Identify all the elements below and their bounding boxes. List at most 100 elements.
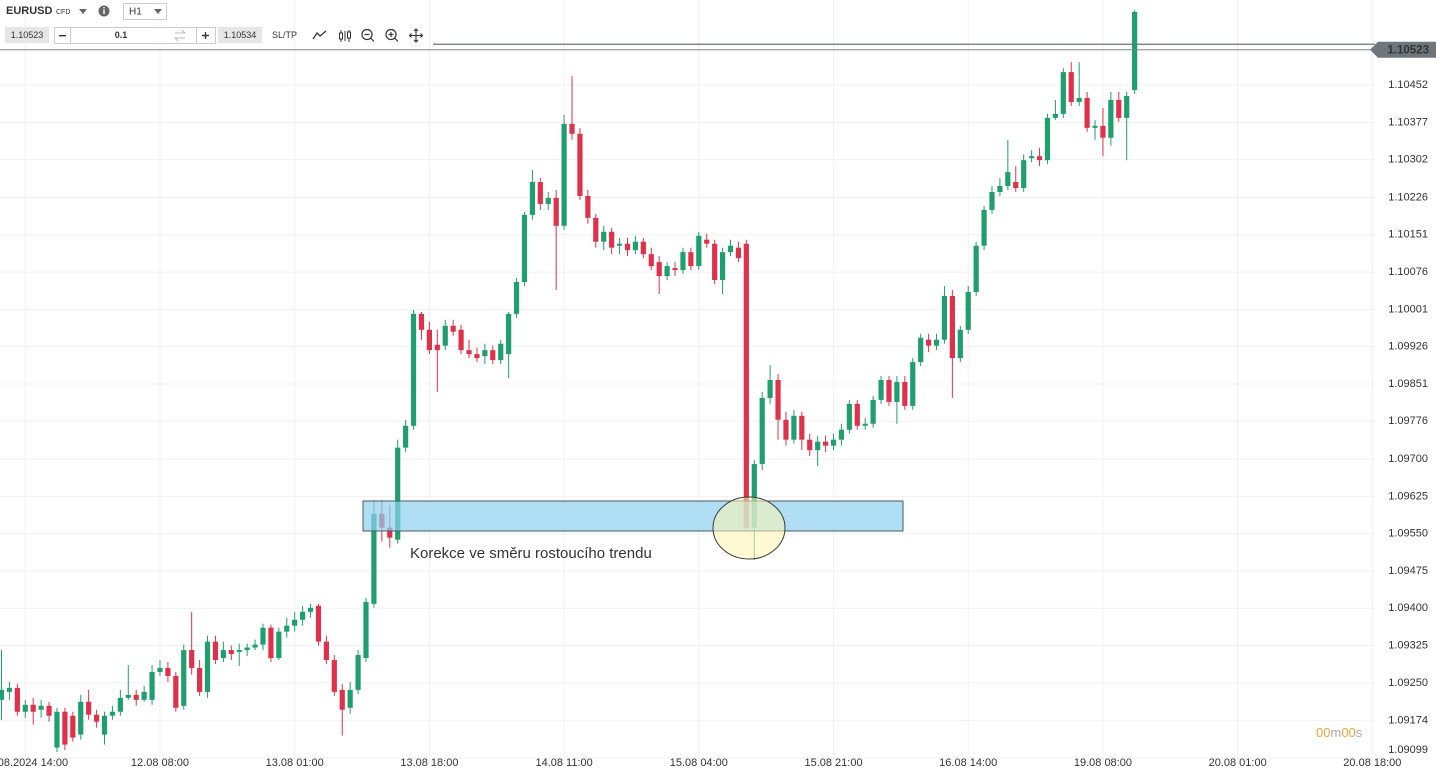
candle-body: [1044, 117, 1051, 161]
candle-body: [220, 650, 226, 659]
y-tick-label: 1.09625: [1388, 490, 1428, 502]
candle-body: [38, 705, 44, 710]
candle-body: [300, 611, 306, 620]
candle-body: [918, 337, 924, 363]
candle-body: [593, 217, 599, 242]
candle-body: [846, 403, 852, 430]
candle-body: [315, 605, 322, 642]
line-chart-icon[interactable]: [312, 30, 327, 40]
candle-body: [1068, 72, 1074, 102]
y-tick-label: 1.09851: [1388, 378, 1428, 390]
candle-body: [949, 295, 955, 359]
y-tick-label: 1.09250: [1388, 677, 1428, 689]
y-tick-label: 1.09776: [1388, 415, 1428, 427]
grid: [0, 0, 1375, 760]
candle-body: [513, 282, 520, 314]
timeframe: H1: [129, 7, 142, 18]
price-tag-label: 1.10523: [1387, 44, 1429, 56]
symbol[interactable]: EURUSD: [6, 5, 53, 17]
candle-body: [656, 262, 662, 277]
candle-body: [54, 711, 60, 748]
candle-body: [418, 313, 425, 330]
candle-body: [204, 641, 211, 692]
candle-body: [276, 631, 282, 659]
timer-seconds: 00: [1341, 725, 1355, 740]
candle-timer: 00m00s: [1316, 725, 1363, 740]
candle-body: [1132, 11, 1138, 91]
candle-body: [1060, 72, 1066, 114]
y-tick-label: 1.10151: [1388, 229, 1428, 241]
candle-body: [212, 641, 219, 661]
volume-plus[interactable]: [202, 32, 209, 39]
candle-body: [601, 231, 607, 242]
candle-body: [783, 419, 789, 440]
timer-minutes: 00: [1316, 725, 1330, 740]
timeframe-select[interactable]: [123, 3, 167, 20]
candle-body: [664, 266, 670, 277]
candle-icon-body: [347, 31, 351, 39]
candle-body: [561, 123, 567, 226]
candle-body: [759, 397, 765, 465]
candle-body: [236, 650, 242, 653]
candle-body: [1036, 156, 1043, 161]
candle-body: [292, 619, 298, 626]
candle-body: [862, 423, 868, 426]
candle-body: [545, 197, 551, 204]
zoom-in-icon[interactable]: [385, 28, 397, 41]
y-tick-label: 1.10452: [1388, 79, 1428, 91]
candle-icon-body: [339, 32, 343, 40]
candle-body: [1124, 95, 1130, 118]
candle-body: [735, 247, 742, 259]
candle-body: [62, 711, 68, 745]
candle-body: [585, 195, 591, 218]
candle-body: [149, 671, 155, 700]
candle-body: [506, 313, 512, 355]
x-tick-label: 09.08.2024 14:00: [0, 757, 68, 769]
buy-price: 1.10534: [224, 30, 257, 40]
zoom-out-icon[interactable]: [361, 28, 373, 41]
candle-body: [775, 380, 781, 420]
candle-body: [0, 689, 5, 700]
candle-body: [799, 415, 805, 440]
symbol-dropdown[interactable]: [79, 9, 87, 14]
x-tick-label: 14.08 11:00: [535, 757, 592, 769]
timeframe-dropdown: [154, 9, 162, 14]
candle-body: [997, 186, 1003, 192]
candle-body: [696, 235, 702, 267]
candle-body: [387, 527, 393, 538]
pan-icon[interactable]: [408, 28, 424, 43]
plot-area: [0, 9, 1138, 753]
candle-body: [30, 704, 36, 712]
volume-minus[interactable]: [59, 35, 66, 37]
candle-body: [355, 655, 361, 690]
y-tick-label: 1.09475: [1388, 565, 1428, 577]
toolbar: EURUSD CFD H1 1.10523 0.1 1.10534 SL/TP: [5, 3, 424, 44]
highlight-ellipse: [712, 496, 786, 560]
price-axis: 1.10452 1.10377 1.10302 1.10226 1.10151 1.100…: [0, 41, 1436, 769]
candle-body: [529, 182, 536, 215]
candle-body: [1108, 99, 1114, 138]
x-tick-label: 20.08 18:00: [1343, 757, 1401, 769]
candle-body: [926, 339, 932, 346]
candle-body: [458, 329, 464, 351]
candle-body: [252, 644, 258, 648]
candle-body: [553, 197, 559, 226]
candle-body: [22, 704, 28, 712]
sell-button[interactable]: [5, 27, 49, 43]
volume[interactable]: 0.1: [115, 30, 128, 40]
x-tick-label: 15.08 21:00: [804, 757, 862, 769]
candle-body: [1092, 125, 1098, 128]
y-tick-label: 1.10001: [1388, 303, 1428, 315]
candle-body: [101, 715, 108, 735]
candle-body: [577, 133, 583, 196]
candle-body: [1013, 182, 1019, 189]
y-tick-label: 1.09700: [1388, 453, 1428, 465]
candle-body: [117, 697, 123, 712]
sltp-button[interactable]: SL/TP: [272, 30, 297, 40]
x-tick-label: 12.08 08:00: [131, 757, 189, 769]
buy-button[interactable]: [218, 27, 262, 43]
y-tick-label: 1.09550: [1388, 528, 1428, 540]
candle-body: [767, 380, 773, 398]
swap-icon[interactable]: [173, 29, 187, 42]
